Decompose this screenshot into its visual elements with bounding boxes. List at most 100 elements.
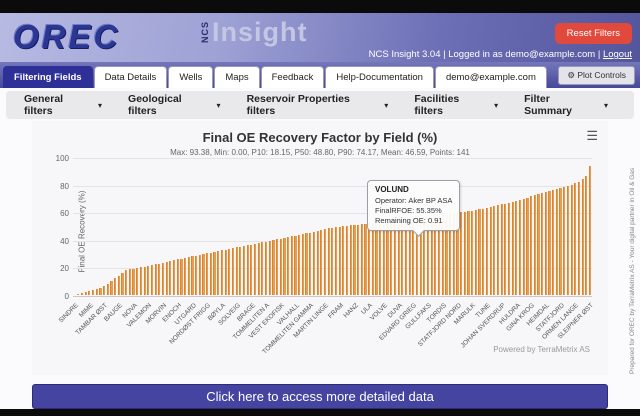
filter-geological[interactable]: Geological filters ▾ [128,93,221,117]
bar[interactable] [161,262,165,295]
bar[interactable] [401,220,404,295]
bar[interactable] [77,294,80,295]
bar[interactable] [103,286,106,295]
bar[interactable] [228,248,231,295]
bar[interactable] [408,219,411,295]
bar[interactable] [478,209,481,295]
bar[interactable] [231,248,235,295]
bar[interactable] [202,254,205,295]
bar[interactable] [169,261,172,295]
tab-help-documentation[interactable]: Help-Documentation [325,66,434,88]
bar[interactable] [518,199,522,295]
bar[interactable] [92,290,95,295]
bar[interactable] [379,222,382,295]
bar[interactable] [309,232,312,295]
bar[interactable] [471,210,474,295]
bar[interactable] [184,257,187,295]
filter-general[interactable]: General filters ▾ [24,93,102,117]
filter-facilities[interactable]: Facilities filters ▾ [414,93,498,117]
bar[interactable] [507,202,511,295]
bar[interactable] [150,265,154,295]
bar[interactable] [272,240,275,295]
bar[interactable] [298,234,301,295]
bar[interactable] [287,237,290,295]
bar[interactable] [128,269,131,295]
bar[interactable] [566,185,569,295]
bar[interactable] [585,176,588,295]
bar[interactable] [526,197,529,295]
bar[interactable] [559,188,562,295]
bar[interactable] [165,261,168,295]
bar[interactable] [88,291,91,295]
bar[interactable] [415,218,419,295]
bar[interactable] [430,216,433,295]
tab-feedback[interactable]: Feedback [260,66,325,88]
bar[interactable] [117,275,120,295]
bar[interactable] [301,234,304,295]
bar[interactable] [172,260,176,295]
bar[interactable] [423,218,426,295]
bar[interactable] [250,244,253,295]
bar[interactable] [217,251,220,295]
bar[interactable] [84,292,87,295]
bar[interactable] [581,179,584,295]
bar[interactable] [533,195,536,295]
bar[interactable] [158,263,161,295]
bar[interactable] [434,216,437,295]
bar[interactable] [334,227,338,295]
bar[interactable] [548,190,551,295]
bar[interactable] [412,219,415,295]
bar[interactable] [132,268,135,295]
bar[interactable] [268,240,271,295]
bar[interactable] [114,278,117,295]
bar[interactable] [541,192,544,295]
bar[interactable] [368,223,371,295]
bar[interactable] [485,207,489,295]
bar[interactable] [493,206,496,295]
bar[interactable] [276,239,279,295]
bar[interactable] [283,237,286,295]
bar[interactable] [316,230,319,295]
reset-filters-button[interactable]: Reset Filters [554,23,632,44]
bar[interactable] [441,215,444,295]
bar[interactable] [574,183,577,295]
bar[interactable] [80,293,84,295]
bar[interactable] [438,215,441,295]
bar[interactable] [371,222,374,295]
bar[interactable] [176,259,179,295]
bar[interactable] [235,247,238,295]
bar[interactable] [445,214,448,295]
logout-link[interactable]: Logout [602,49,632,60]
bar[interactable] [327,228,330,295]
bar[interactable] [555,189,558,295]
bar[interactable] [386,221,389,295]
bar[interactable] [206,253,209,295]
bar[interactable] [331,227,334,295]
bar[interactable] [257,242,260,295]
plot-controls-button[interactable]: ⚙ Plot Controls [558,66,635,85]
bar[interactable] [213,251,216,295]
bar[interactable] [180,258,183,295]
bar[interactable] [136,268,139,295]
tab-filtering-fields[interactable]: Filtering Fields [3,66,93,88]
bar[interactable] [456,213,459,295]
bar[interactable] [224,249,227,295]
bar[interactable] [279,238,282,295]
bar[interactable] [449,214,452,295]
bar[interactable] [95,289,98,295]
bar[interactable] [220,250,223,295]
bar[interactable] [489,206,492,295]
bar[interactable] [305,233,308,295]
bar[interactable] [500,204,503,295]
bar[interactable] [460,212,463,295]
bar[interactable] [404,219,408,295]
bar[interactable] [242,246,246,295]
bar[interactable] [357,224,360,295]
bar[interactable] [239,246,242,295]
bar[interactable] [121,272,124,295]
bar[interactable] [390,221,393,295]
bar[interactable] [482,208,485,295]
bar[interactable] [544,191,547,295]
bar[interactable] [110,281,113,295]
bar[interactable] [530,196,533,295]
